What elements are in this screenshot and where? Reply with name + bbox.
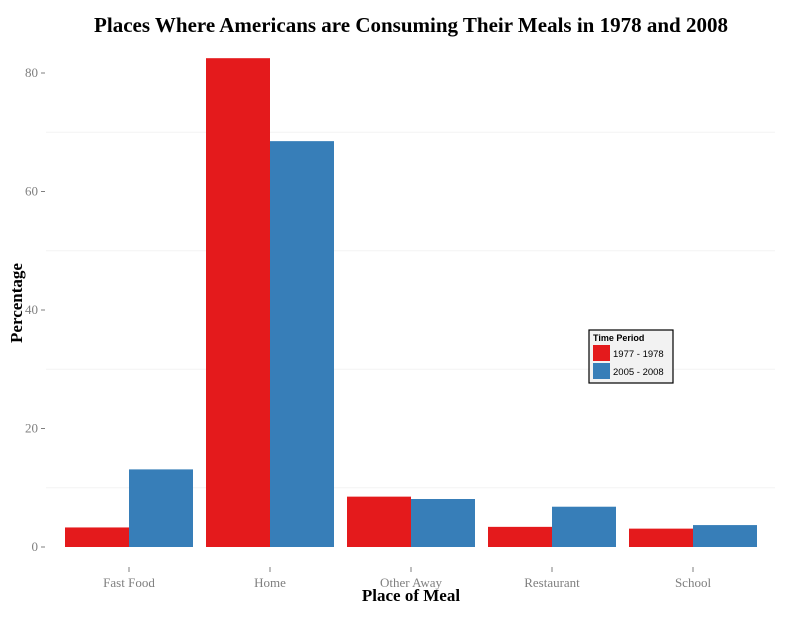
bar: [411, 499, 475, 547]
bar: [206, 58, 270, 547]
y-tick-label: 0: [32, 539, 39, 554]
y-tick-label: 80: [25, 65, 38, 80]
bar: [693, 525, 757, 547]
bar: [552, 506, 616, 547]
x-tick-label: Other Away: [380, 575, 442, 590]
bar: [129, 469, 193, 547]
legend-swatch-2005-2008: [593, 363, 610, 379]
x-tick-label: Home: [254, 575, 286, 590]
x-tick-label: Restaurant: [524, 575, 580, 590]
bars: [65, 58, 757, 547]
bar: [629, 528, 693, 547]
axis-ticks: 0 20 40 60 80 Fast Food Home Other Away Restaura…: [25, 65, 711, 590]
x-tick-label: School: [675, 575, 712, 590]
y-tick-label: 40: [25, 302, 38, 317]
bar: [488, 526, 552, 547]
x-tick-label: Fast Food: [103, 575, 155, 590]
legend-label-2005-2008: 2005 - 2008: [613, 367, 664, 378]
x-axis-title: Place of Meal: [362, 586, 460, 605]
bar: [347, 496, 411, 547]
bar: [270, 141, 334, 547]
legend-label-1977-1978: 1977 - 1978: [613, 349, 664, 360]
legend-swatch-1977-1978: [593, 345, 610, 361]
y-axis-title: Percentage: [7, 263, 26, 343]
legend-title: Time Period: [593, 333, 644, 343]
chart-title: Places Where Americans are Consuming The…: [94, 13, 728, 37]
y-tick-label: 20: [25, 421, 38, 436]
legend: Time Period 1977 - 1978 2005 - 2008: [588, 329, 674, 384]
y-tick-label: 60: [25, 184, 38, 199]
bar: [65, 527, 129, 547]
